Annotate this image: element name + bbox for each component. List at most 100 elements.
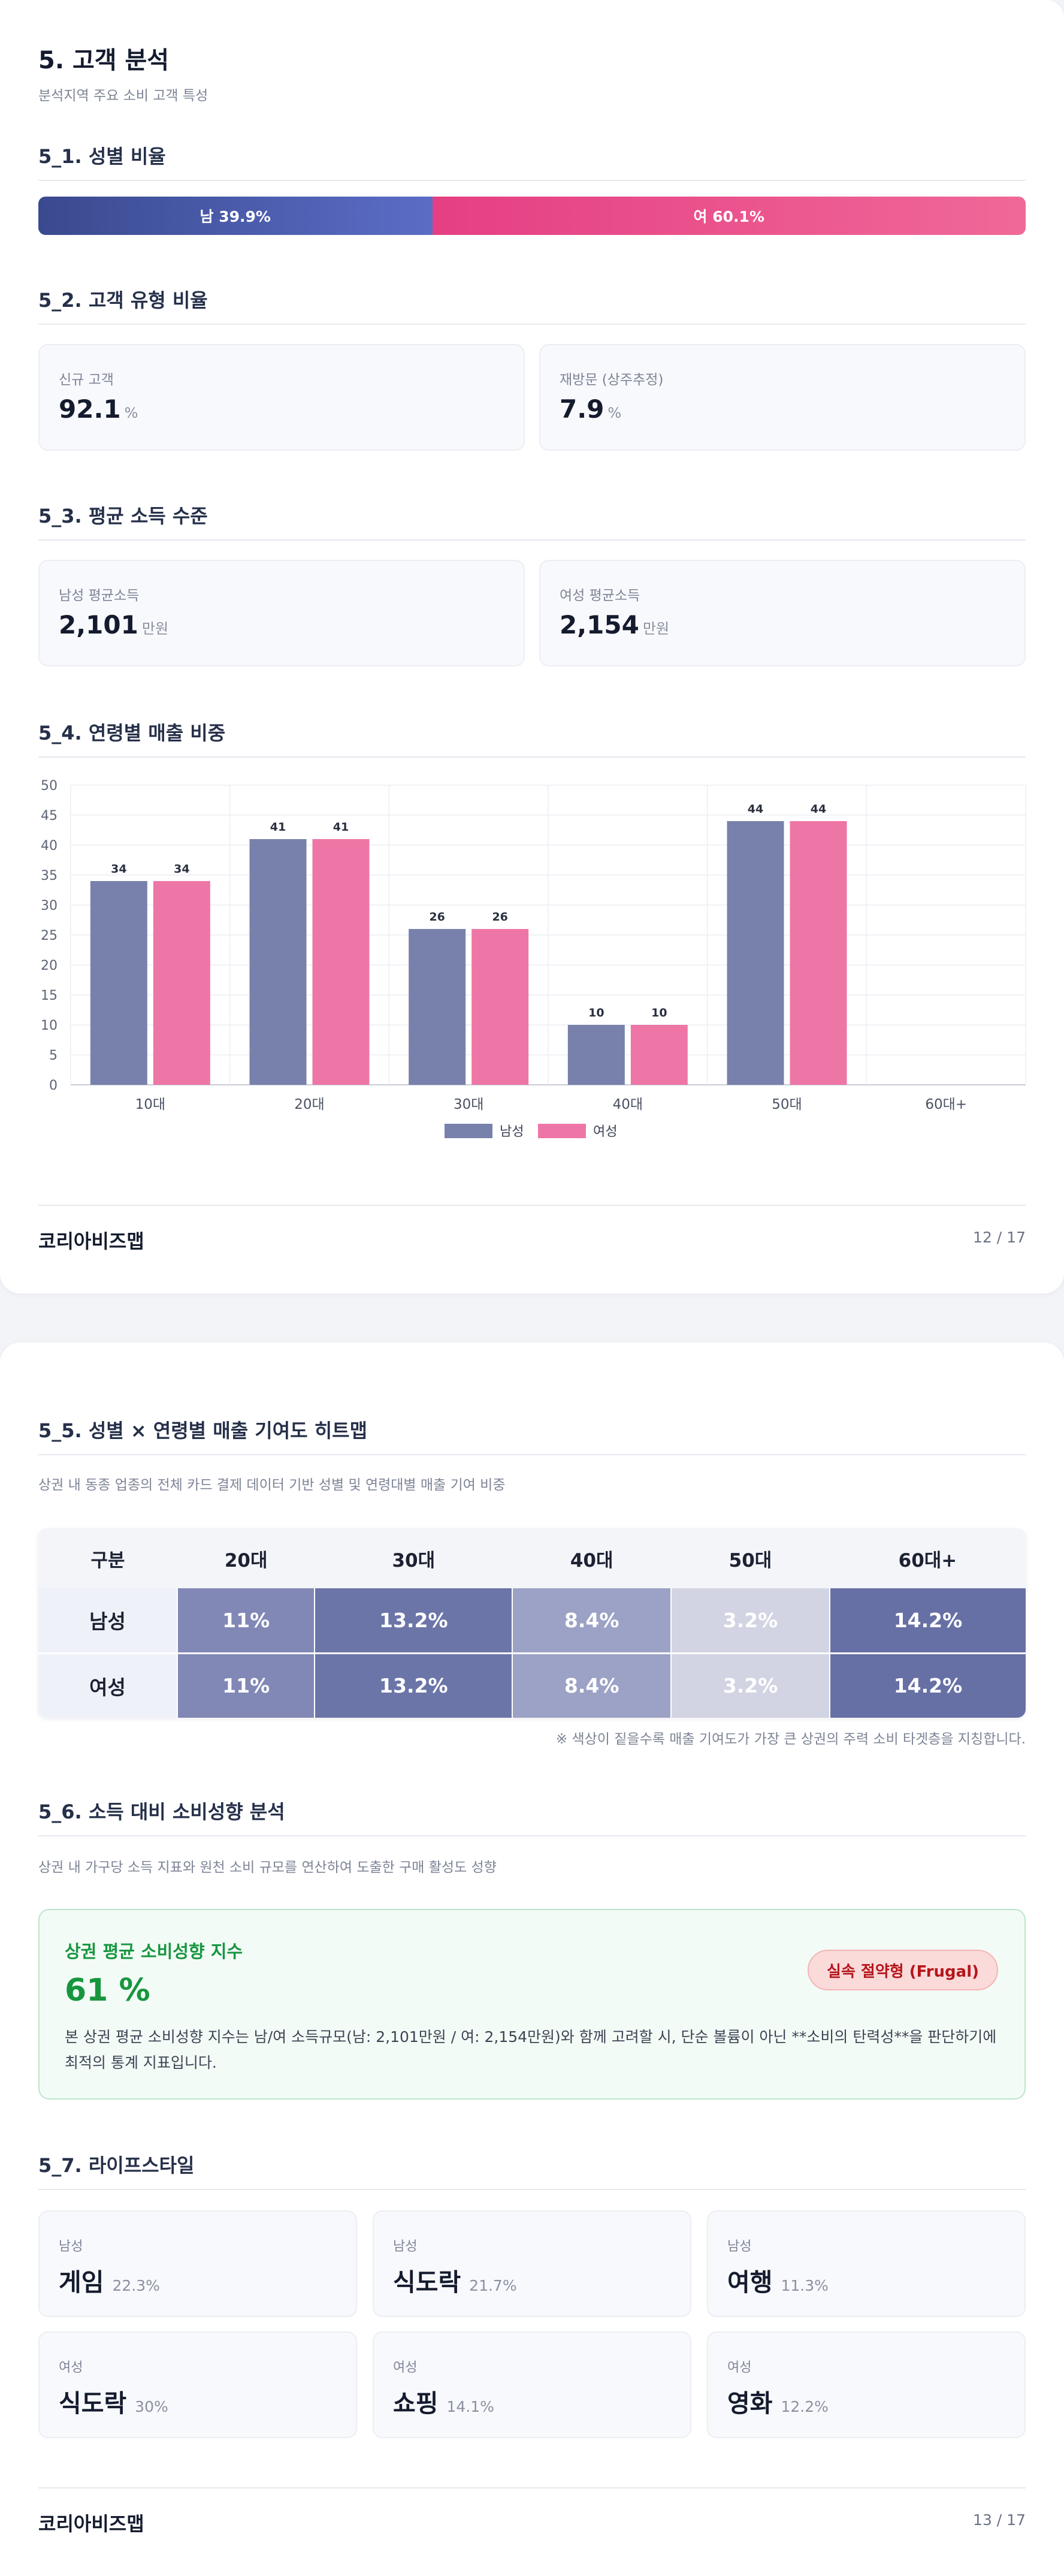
y-tick-label: 10 [41,1018,58,1033]
x-tick-label: 40대 [613,1097,643,1112]
card-label: 신규 고객 [59,372,114,388]
lifestyle-gender: 남성 [59,2239,83,2254]
heatmap-col-header: 구분 [38,1528,177,1588]
bar-value-label: 26 [492,910,507,924]
spending-heading: 5_6. 소득 대비 소비성향 분석 [38,1800,285,1823]
gender-age-heatmap: 구분 20대 30대 40대 50대 60대+ 남성 11% 13.2% 8.4… [38,1528,1026,1718]
lifestyle-gender: 여성 [393,2360,418,2375]
gender-ratio-heading: 5_1. 성별 비율 [38,145,166,168]
heatmap-row-label: 여성 [38,1653,177,1718]
lifestyle-category: 식도락 21.7% [393,2268,517,2297]
lifestyle-card: 여성 영화 12.2% [707,2331,1026,2438]
heatmap-cell: 3.2% [670,1653,830,1718]
y-tick-label: 20 [41,958,58,973]
heatmap-cell: 14.2% [829,1588,1026,1654]
lifestyle-category: 쇼핑 14.1% [393,2389,494,2418]
lifestyle-category: 여행 11.3% [727,2268,829,2297]
lifestyle-gender: 남성 [393,2239,418,2254]
divider [38,756,1026,758]
lifestyle-heading: 5_7. 라이프스타일 [38,2154,195,2177]
heatmap-col-header: 40대 [512,1528,672,1588]
bar-male [727,821,784,1085]
bar-value-label: 26 [429,910,445,924]
lifestyle-card: 여성 쇼핑 14.1% [373,2331,691,2438]
lifestyle-card: 남성 식도락 21.7% [373,2210,691,2317]
spending-index-text: 본 상권 평균 소비성향 지수는 남/여 소득규모(남: 2,101만원 / 여… [65,2028,997,2071]
bar-male [90,881,147,1085]
customer-type-heading: 5_2. 고객 유형 비율 [38,289,208,312]
x-tick-label: 20대 [294,1097,324,1112]
x-tick-label: 30대 [454,1097,483,1112]
returning-customer-card: 재방문 (상주추정) 7.9% [539,344,1026,451]
bar-female [790,821,847,1085]
bar-value-label: 44 [811,803,826,816]
card-label: 여성 평균소득 [560,588,640,604]
heatmap-row-female: 여성 11% 13.2% 8.4% 3.2% 14.2% [38,1653,1026,1718]
bar-female [630,1025,688,1085]
y-tick-label: 0 [49,1078,58,1093]
heatmap-cell: 11% [176,1588,315,1654]
spending-index-box: 상권 평균 소비성향 지수 61 % 실속 절약형 (Frugal) 본 상권 … [38,1909,1026,2100]
divider [38,324,1026,325]
heatmap-col-header: 60대+ [829,1528,1026,1588]
x-tick-label: 60대+ [925,1097,967,1112]
section-subtitle: 분석지역 주요 소비 고객 특성 [38,88,208,104]
bar-female [312,839,370,1085]
legend-swatch [445,1124,492,1138]
bar-value-label: 10 [651,1006,667,1019]
y-tick-label: 5 [49,1048,58,1063]
bar-female [471,929,529,1085]
heatmap-cell: 14.2% [829,1653,1026,1718]
legend-label: 남성 [500,1124,524,1139]
lifestyle-category: 영화 12.2% [727,2389,829,2418]
heatmap-row-label: 남성 [38,1588,177,1654]
gender-ratio-bar: 남 39.9% 여 60.1% [38,197,1026,235]
spending-index-title: 상권 평균 소비성향 지수 [65,1941,243,1962]
card-label: 남성 평균소득 [59,588,140,604]
heatmap-cell: 13.2% [314,1653,513,1718]
heatmap-cell: 3.2% [670,1588,830,1654]
bar-value-label: 41 [270,821,286,834]
heatmap-cell: 11% [176,1653,315,1718]
bar-value-label: 34 [111,862,126,876]
heatmap-row-male: 남성 11% 13.2% 8.4% 3.2% 14.2% [38,1588,1026,1654]
divider [38,180,1026,181]
y-tick-label: 50 [41,779,58,794]
lifestyle-gender: 여성 [727,2360,752,2375]
y-tick-label: 30 [41,898,58,913]
heatmap-col-header: 50대 [671,1528,830,1588]
divider [38,1454,1026,1455]
lifestyle-category: 게임 22.3% [59,2268,160,2297]
lifestyle-category: 식도락 30% [59,2389,168,2418]
male-ratio-segment: 남 39.9% [38,197,433,235]
bar-value-label: 44 [748,803,763,816]
lifestyle-gender: 남성 [727,2239,752,2254]
divider [38,2189,1026,2190]
heatmap-note: ※ 색상이 짙을수록 매출 기여도가 가장 큰 상권의 주력 소비 타겟층을 지… [555,1732,1026,1747]
age-sales-heading: 5_4. 연령별 매출 비중 [38,722,226,744]
female-income-card: 여성 평균소득 2,154 만원 [539,560,1026,666]
legend-label: 여성 [593,1124,617,1139]
female-ratio-segment: 여 60.1% [432,197,1026,235]
page-number: 13 / 17 [973,2511,1026,2529]
bar-value-label: 34 [174,862,189,876]
x-tick-label: 50대 [772,1097,802,1112]
spending-description: 상권 내 가구당 소득 지표와 원천 소비 규모를 연산하여 도출한 구매 활성… [38,1860,497,1875]
lifestyle-card: 여성 식도락 30% [38,2331,357,2438]
heatmap-cell: 13.2% [314,1588,513,1654]
x-tick-label: 10대 [135,1097,165,1112]
lifestyle-gender: 여성 [59,2360,83,2375]
spending-index-value: 61 % [65,1972,150,2008]
card-value: 92.1% [59,394,138,424]
heatmap-heading: 5_5. 성별 × 연령별 매출 기여도 히트맵 [38,1419,368,1442]
heatmap-header-row: 구분 20대 30대 40대 50대 60대+ [38,1528,1026,1588]
divider [38,2487,1026,2488]
bar-male [409,929,466,1085]
divider [38,539,1026,541]
y-tick-label: 15 [41,988,58,1003]
card-label: 재방문 (상주추정) [560,372,664,388]
y-tick-label: 45 [41,809,58,824]
bar-value-label: 41 [333,821,349,834]
bar-male [567,1025,625,1085]
section-title: 5. 고객 분석 [38,47,170,74]
